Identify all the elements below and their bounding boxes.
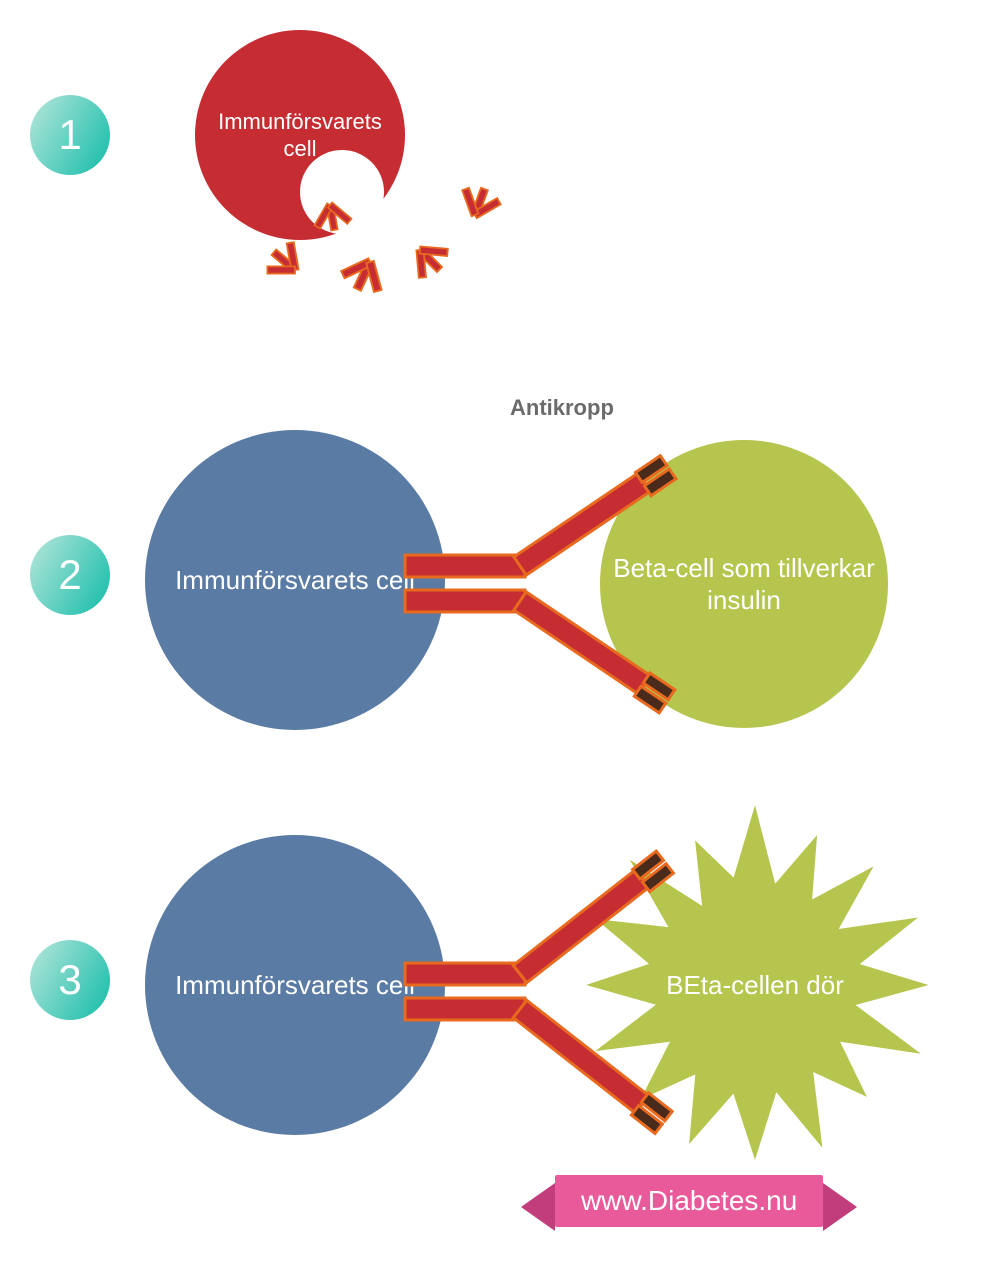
antibody-connector-icon — [405, 851, 673, 1133]
step-badge-2: 2 — [30, 535, 110, 615]
immune-cell-3-label: Immunförsvarets cell — [165, 969, 425, 1002]
beta-cell-2: Beta-cell som tillverkar insulin — [600, 440, 888, 728]
immune-cell-1-label: Immunförsvarets cell — [195, 108, 405, 163]
stage1-svg — [0, 0, 1000, 350]
stage1-antibodies — [0, 0, 1000, 380]
immune-cell-2-label: Immunförsvarets cell — [165, 564, 425, 597]
step-badge-1-number: 1 — [58, 111, 81, 159]
step-badge-2-number: 2 — [58, 551, 81, 599]
stage2-antibody — [0, 0, 1000, 820]
immune-cell-3: Immunförsvarets cell — [145, 835, 445, 1135]
beta-cell-3-label: BEta-cellen dör — [656, 969, 854, 1002]
ribbon-body: www.Diabetes.nu — [555, 1175, 823, 1227]
immune-cell-1: Immunförsvarets cell — [195, 30, 405, 240]
source-ribbon: www.Diabetes.nu — [555, 1175, 823, 1227]
beta-cell-3: BEta-cellen dör — [640, 870, 870, 1100]
ribbon-tail-right — [823, 1183, 857, 1231]
antibody-icon — [261, 237, 310, 288]
antibody-label: Antikropp — [510, 395, 614, 421]
step-badge-3: 3 — [30, 940, 110, 1020]
immune-cell-2: Immunförsvarets cell — [145, 430, 445, 730]
step-badge-1: 1 — [30, 95, 110, 175]
antibody-icon — [337, 250, 391, 298]
ribbon-text: www.Diabetes.nu — [581, 1185, 797, 1216]
antibody-icon — [455, 182, 504, 224]
step-badge-3-number: 3 — [58, 956, 81, 1004]
ribbon-tail-left — [521, 1183, 555, 1231]
antibody-icon — [404, 234, 454, 284]
beta-cell-2-label: Beta-cell som tillverkar insulin — [600, 552, 888, 617]
